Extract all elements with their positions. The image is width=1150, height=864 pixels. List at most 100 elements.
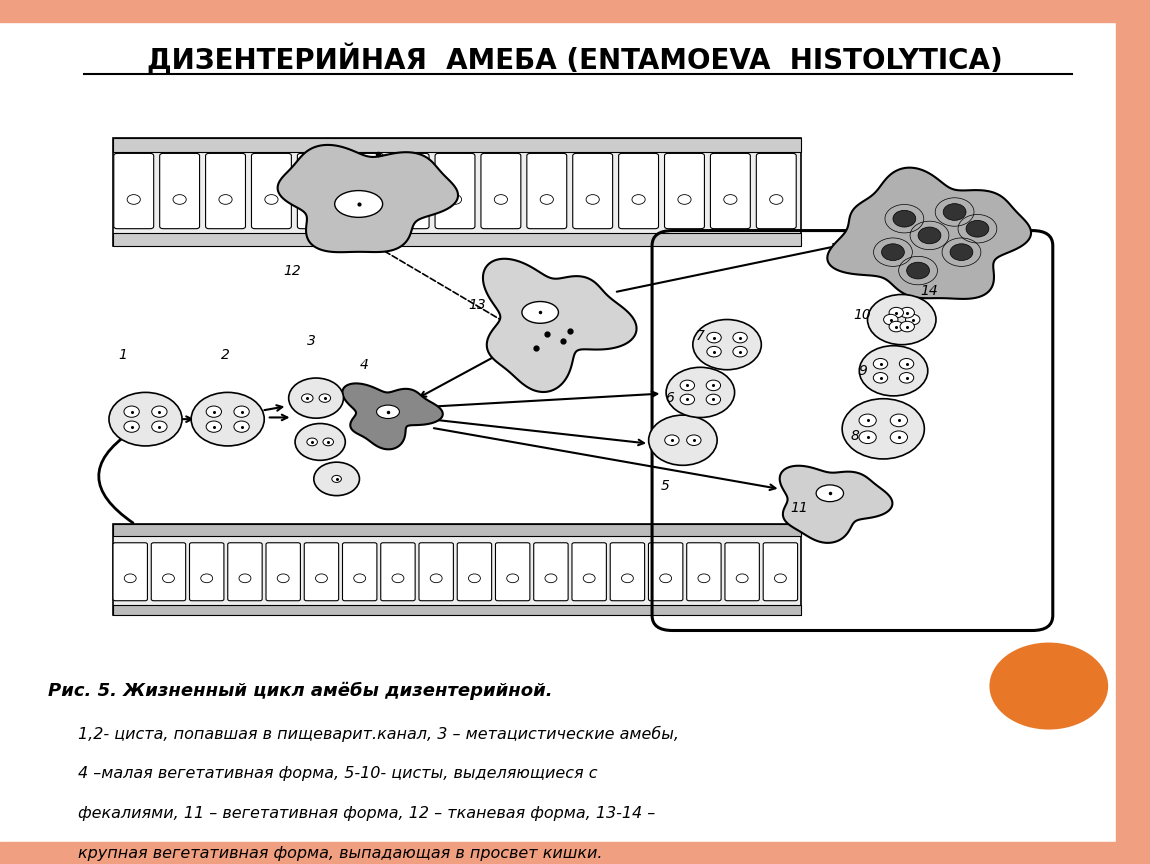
Circle shape	[191, 392, 264, 446]
FancyBboxPatch shape	[160, 154, 200, 229]
Bar	[113, 232, 802, 245]
Ellipse shape	[376, 405, 399, 418]
FancyBboxPatch shape	[113, 543, 147, 600]
Text: крупная вегетативная форма, выпадающая в просвет кишки.: крупная вегетативная форма, выпадающая в…	[78, 846, 603, 861]
Circle shape	[680, 394, 695, 404]
FancyBboxPatch shape	[573, 154, 613, 229]
FancyBboxPatch shape	[687, 543, 721, 600]
Text: 2: 2	[221, 348, 230, 362]
Circle shape	[206, 406, 222, 417]
Circle shape	[989, 643, 1109, 729]
Circle shape	[392, 574, 404, 582]
Circle shape	[277, 574, 289, 582]
Circle shape	[859, 431, 876, 443]
Circle shape	[867, 295, 936, 345]
FancyBboxPatch shape	[496, 543, 530, 600]
Circle shape	[723, 194, 737, 204]
Text: 1,2- циста, попавшая в пищеварит.канал, 3 – метацистические амебы,: 1,2- циста, попавшая в пищеварит.канал, …	[78, 726, 680, 741]
Circle shape	[109, 392, 182, 446]
Text: 3: 3	[307, 334, 315, 348]
Circle shape	[900, 321, 914, 332]
Text: 12: 12	[284, 264, 301, 278]
Text: Рис. 5. Жизненный цикл амёбы дизентерийной.: Рис. 5. Жизненный цикл амёбы дизентерийн…	[47, 682, 552, 700]
Text: 5: 5	[661, 479, 669, 492]
Circle shape	[124, 421, 139, 432]
FancyBboxPatch shape	[481, 154, 521, 229]
FancyBboxPatch shape	[649, 543, 683, 600]
Circle shape	[733, 346, 748, 357]
Circle shape	[900, 308, 914, 318]
Circle shape	[649, 415, 718, 466]
FancyBboxPatch shape	[114, 154, 154, 229]
Circle shape	[315, 574, 328, 582]
Circle shape	[677, 194, 691, 204]
Circle shape	[583, 574, 596, 582]
Circle shape	[706, 394, 721, 404]
FancyBboxPatch shape	[711, 154, 750, 229]
Circle shape	[233, 421, 250, 432]
Circle shape	[332, 475, 342, 482]
Ellipse shape	[816, 485, 843, 502]
Bar	[113, 524, 802, 615]
Text: 4: 4	[360, 358, 369, 372]
Circle shape	[128, 194, 140, 204]
Circle shape	[842, 398, 925, 459]
FancyBboxPatch shape	[724, 543, 759, 600]
FancyBboxPatch shape	[611, 543, 645, 600]
Circle shape	[468, 574, 481, 582]
FancyBboxPatch shape	[152, 543, 185, 600]
Circle shape	[621, 574, 634, 582]
Text: 7: 7	[696, 328, 705, 342]
Circle shape	[899, 372, 914, 383]
FancyBboxPatch shape	[266, 543, 300, 600]
Ellipse shape	[522, 302, 559, 323]
Circle shape	[906, 262, 929, 279]
Circle shape	[507, 574, 519, 582]
Circle shape	[687, 435, 702, 446]
Circle shape	[943, 204, 966, 220]
Circle shape	[124, 406, 139, 417]
Text: 11: 11	[790, 501, 807, 516]
Circle shape	[540, 194, 553, 204]
FancyBboxPatch shape	[757, 154, 796, 229]
Circle shape	[769, 194, 783, 204]
Circle shape	[314, 462, 360, 496]
Circle shape	[890, 431, 907, 443]
Circle shape	[124, 574, 136, 582]
Circle shape	[889, 321, 904, 332]
Circle shape	[296, 423, 345, 461]
Circle shape	[310, 194, 324, 204]
Polygon shape	[343, 384, 443, 449]
Text: ДИЗЕНТЕРИЙНАЯ  АМЕБА (ENTAMOEVA  HISTOLYTICA): ДИЗЕНТЕРИЙНАЯ АМЕБА (ENTAMOEVA HISTOLYTI…	[147, 42, 1003, 74]
Circle shape	[774, 574, 787, 582]
Circle shape	[354, 574, 366, 582]
Circle shape	[873, 372, 888, 383]
Circle shape	[289, 378, 344, 418]
Text: фекалиями, 11 – вегетативная форма, 12 – тканевая форма, 13-14 –: фекалиями, 11 – вегетативная форма, 12 –…	[78, 806, 656, 821]
Circle shape	[448, 194, 461, 204]
Circle shape	[698, 574, 710, 582]
FancyBboxPatch shape	[665, 154, 705, 229]
Polygon shape	[827, 168, 1032, 299]
Circle shape	[859, 346, 928, 396]
Circle shape	[201, 574, 213, 582]
FancyBboxPatch shape	[619, 154, 659, 229]
Circle shape	[356, 194, 370, 204]
FancyBboxPatch shape	[527, 154, 567, 229]
Circle shape	[882, 244, 904, 261]
FancyBboxPatch shape	[252, 154, 291, 229]
Circle shape	[307, 438, 317, 446]
Circle shape	[899, 359, 914, 369]
Circle shape	[950, 244, 973, 261]
Text: 1: 1	[118, 348, 128, 362]
FancyBboxPatch shape	[343, 154, 383, 229]
Circle shape	[430, 574, 442, 582]
Circle shape	[666, 367, 735, 417]
Circle shape	[680, 380, 695, 391]
FancyBboxPatch shape	[381, 543, 415, 600]
FancyBboxPatch shape	[228, 543, 262, 600]
Circle shape	[905, 314, 920, 325]
Polygon shape	[483, 259, 637, 392]
FancyBboxPatch shape	[190, 543, 224, 600]
Text: 8: 8	[850, 429, 859, 443]
